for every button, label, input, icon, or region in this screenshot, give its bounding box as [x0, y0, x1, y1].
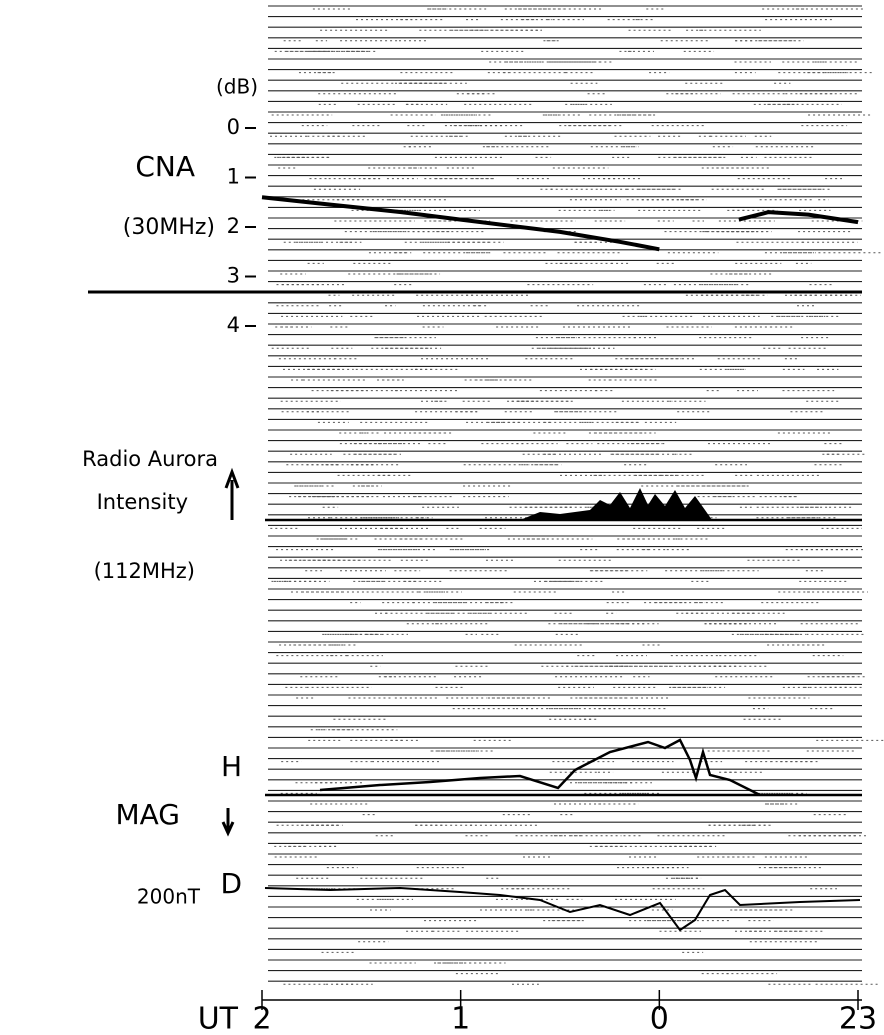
cna-line — [261, 195, 859, 252]
y-tick-label: 0 — [227, 115, 240, 139]
annotation: MAG — [115, 798, 180, 831]
x-tick-label: 2 — [252, 1002, 271, 1035]
annotation: 200nT — [137, 885, 201, 909]
y-tick-label: 2 — [227, 214, 240, 238]
radio-aurora-trace — [520, 488, 712, 520]
x-axis-label: UT — [198, 1002, 239, 1035]
annotation: (112MHz) — [94, 559, 195, 583]
x-tick-label: 23 — [839, 1002, 877, 1035]
d-trace — [264, 886, 861, 932]
y-axis-label: (dB) — [216, 75, 258, 99]
arrow-up — [224, 467, 240, 520]
annotation: Radio Aurora — [82, 447, 218, 471]
y-tick-label: 1 — [227, 165, 240, 189]
annotation: D — [220, 867, 242, 900]
annotation: H — [221, 750, 242, 783]
arrow-down — [221, 808, 235, 837]
annotation: (30MHz) — [123, 215, 215, 240]
x-tick-label: 0 — [650, 1002, 669, 1035]
annotation: CNA — [135, 150, 195, 183]
y-tick-label: 3 — [227, 264, 240, 288]
y-tick-label: 4 — [227, 313, 240, 337]
x-tick-label: 1 — [451, 1002, 470, 1035]
background-trace — [268, 5, 884, 985]
h-trace — [319, 738, 761, 797]
annotation: Intensity — [97, 490, 188, 514]
